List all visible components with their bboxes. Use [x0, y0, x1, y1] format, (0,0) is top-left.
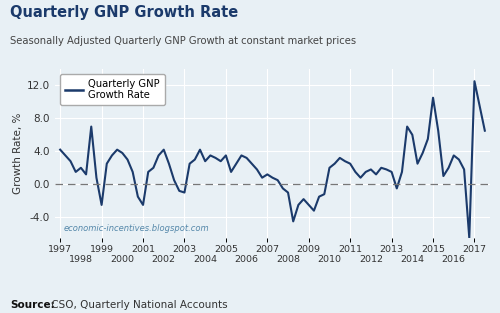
Text: CSO, Quarterly National Accounts: CSO, Quarterly National Accounts [48, 300, 227, 310]
Y-axis label: Growth Rate, %: Growth Rate, % [13, 113, 23, 194]
Text: Source:: Source: [10, 300, 55, 310]
Legend: Quarterly GNP
Growth Rate: Quarterly GNP Growth Rate [60, 74, 164, 105]
Text: Seasonally Adjusted Quarterly GNP Growth at constant market prices: Seasonally Adjusted Quarterly GNP Growth… [10, 36, 356, 46]
Text: economic-incentives.blogspot.com: economic-incentives.blogspot.com [64, 224, 210, 233]
Text: Quarterly GNP Growth Rate: Quarterly GNP Growth Rate [10, 5, 238, 20]
